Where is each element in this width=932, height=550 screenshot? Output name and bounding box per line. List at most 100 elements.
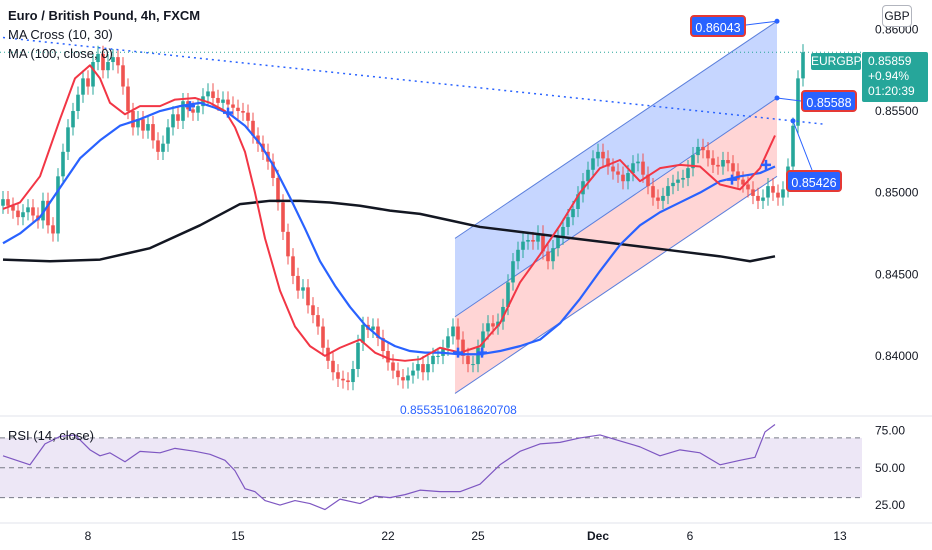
candle-body: [666, 186, 670, 196]
candle-body: [281, 202, 285, 232]
candle-body: [361, 324, 365, 343]
candle-body: [176, 114, 180, 121]
candle-body: [676, 179, 680, 183]
rsi-tick-label: 75.00: [875, 423, 905, 437]
time-tick-label: 25: [471, 529, 485, 543]
candle-body: [51, 225, 55, 234]
candle-body: [616, 171, 620, 175]
candle-body: [446, 336, 450, 348]
candle-body: [146, 124, 150, 131]
callout-bottom-connector: [792, 120, 813, 171]
candle-body: [381, 337, 385, 352]
rsi-legend[interactable]: RSI (14, close): [8, 428, 94, 443]
ma-cross-legend[interactable]: MA Cross (10, 30): [8, 27, 113, 42]
candle-body: [736, 171, 740, 180]
channel-annotation: 0.8553510618620708: [400, 403, 517, 417]
candle-body: [341, 378, 345, 381]
candle-body: [646, 174, 650, 187]
candle-body: [661, 195, 665, 201]
candle-body: [706, 150, 710, 159]
ma100-legend[interactable]: MA (100, close, 0): [8, 46, 113, 61]
candle-body: [91, 62, 95, 87]
symbol-tag: EURGBP: [811, 53, 862, 70]
rsi-band: [0, 437, 862, 498]
bar-countdown: 01:20:39: [868, 84, 915, 98]
candle-body: [591, 158, 595, 170]
candle-body: [466, 355, 470, 365]
candle-body: [481, 331, 485, 348]
currency-button[interactable]: GBP: [882, 5, 912, 27]
candle-body: [421, 364, 425, 373]
candle-body: [571, 208, 575, 218]
candle-body: [231, 104, 235, 108]
ma-cross-marker: [727, 174, 737, 185]
candle-body: [651, 186, 655, 198]
last-price: 0.85859: [868, 54, 912, 68]
candle-body: [296, 275, 300, 291]
candle-body: [161, 143, 165, 152]
callout-bottom-connector-point: [790, 118, 796, 124]
candle-body: [521, 241, 525, 250]
candle-body: [686, 168, 690, 178]
candle-body: [301, 287, 305, 291]
price-tick-label: 0.84000: [875, 349, 919, 363]
ma-cross-marker: [477, 347, 487, 358]
candle-body: [346, 380, 350, 383]
candle-body: [151, 124, 155, 141]
candle-body: [731, 163, 735, 172]
rsi-tick-label: 25.00: [875, 498, 905, 512]
candle-body: [411, 370, 415, 376]
candle-body: [461, 339, 465, 356]
candle-body: [11, 205, 15, 211]
channel-lower-line: [454, 175, 778, 394]
price-tick-label: 0.85000: [875, 186, 919, 200]
candle-body: [216, 97, 220, 103]
candle-body: [721, 160, 725, 167]
candle-body: [756, 195, 760, 201]
candle-body: [476, 347, 480, 365]
candle-body: [471, 364, 475, 366]
ma-fast-line: [2, 64, 776, 362]
candle-body: [516, 249, 520, 262]
candle-body: [1, 199, 5, 206]
rsi-tick-label: 50.00: [875, 461, 905, 475]
ma-cross-marker: [223, 107, 233, 118]
candle-body: [141, 119, 145, 131]
candle-body: [541, 233, 545, 252]
candle-body: [171, 114, 175, 128]
candle-body: [6, 199, 10, 206]
candle-body: [536, 233, 540, 242]
candle-body: [626, 173, 630, 182]
candle-body: [166, 127, 170, 144]
candle-body: [311, 305, 315, 316]
candle-body: [246, 112, 250, 121]
candle-body: [221, 99, 225, 103]
candle-body: [386, 351, 390, 363]
candle-body: [746, 184, 750, 190]
candle-body: [371, 326, 375, 330]
candle-body: [771, 186, 775, 193]
candle-body: [716, 164, 720, 167]
candle-body: [71, 111, 75, 128]
candle-body: [761, 197, 765, 201]
candle-body: [66, 127, 70, 152]
candle-body: [726, 160, 730, 164]
candle-body: [351, 368, 355, 383]
candle-body: [751, 189, 755, 196]
candle-body: [606, 158, 610, 167]
candle-body: [741, 179, 745, 185]
time-tick-label: 13: [833, 529, 847, 543]
candle-body: [391, 362, 395, 371]
candle-body: [211, 91, 215, 98]
last-price-tag: 0.85859 +0.94% 01:20:39: [862, 52, 928, 102]
candle-body: [506, 282, 510, 307]
candle-body: [131, 111, 135, 128]
candle-body: [656, 197, 660, 201]
channel-upper-line: [454, 20, 778, 239]
candle-body: [46, 200, 50, 226]
candle-body: [781, 189, 785, 198]
candle-body: [611, 166, 615, 172]
price-change: +0.94%: [868, 69, 910, 83]
candle-body: [491, 323, 495, 327]
